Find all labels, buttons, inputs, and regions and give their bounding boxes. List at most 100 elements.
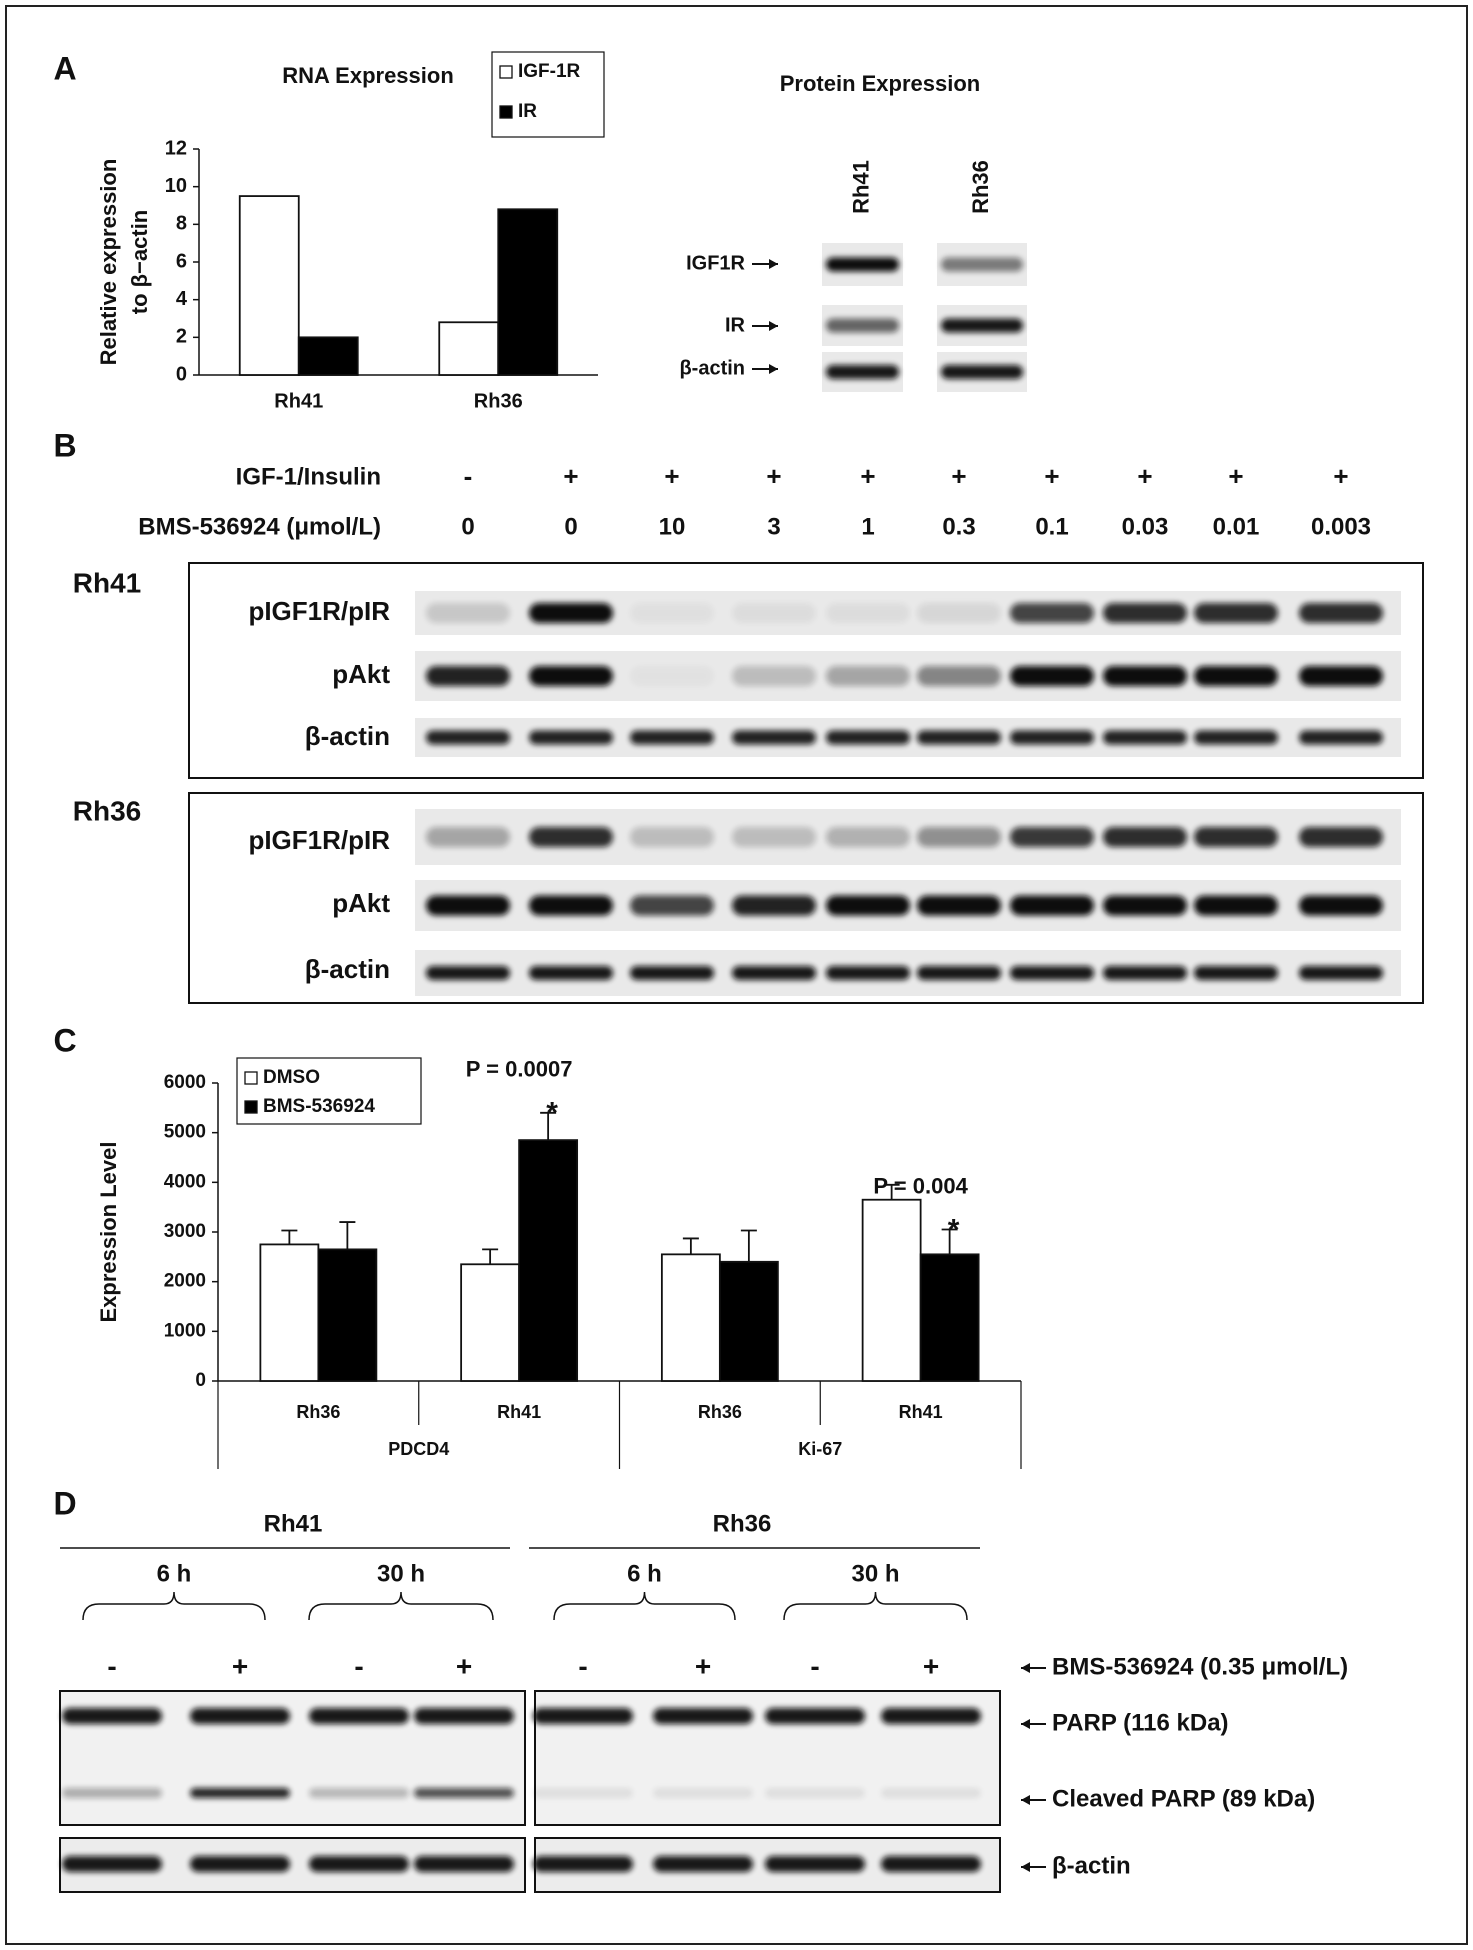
legend-label: IR [518,101,537,122]
group-label: PDCD4 [388,1439,449,1459]
blot-band [1194,603,1278,623]
dose-label: 0 [461,513,474,540]
blot-band [1194,827,1278,847]
blot-band [1194,666,1278,686]
blot-band [309,1708,409,1724]
blot-band [414,1788,514,1798]
arrow-head [769,321,778,331]
blot-band [1299,827,1383,847]
cell-line-label: Rh41 [264,1510,323,1537]
x-tick-label: Rh36 [296,1402,340,1422]
legend-box [236,1057,422,1125]
blot-band [941,365,1023,379]
cell-line-label: Rh36 [713,1510,772,1537]
blot-band [1103,827,1187,847]
treatment-sign: - [810,1650,819,1681]
blot-band [62,1708,162,1724]
blot-band [653,1856,753,1872]
legend-swatch [244,1100,258,1114]
treatment-sign: + [456,1650,472,1681]
blot-band [529,895,613,916]
panel-label: C [53,1022,76,1058]
y-tick-label: 4 [176,288,188,310]
y-axis-label: to β−actin [127,210,152,315]
y-tick-label: 4000 [164,1171,206,1192]
arrow-head [1021,1719,1030,1729]
blot-band [414,1856,514,1872]
error-bar [281,1229,298,1245]
blot-band [881,1788,981,1798]
dose-label: 1 [861,513,874,540]
legend-box [491,51,605,138]
brace [553,1591,736,1621]
blot-band [826,257,899,272]
arrow-head [769,259,778,269]
blot-band [765,1708,865,1724]
y-tick-label: 5000 [164,1122,206,1143]
blot-band [1194,966,1278,980]
blot-band [1010,603,1094,623]
blot-band [732,966,816,980]
blot-band [1299,603,1383,623]
x-tick-label: Rh41 [497,1402,541,1422]
blot-band [732,603,816,623]
band-label: pIGF1R/pIR [248,825,390,855]
bar [518,1139,579,1382]
treatment-sign: + [232,1650,248,1681]
blot-band [414,1708,514,1724]
dose-label: 0.1 [1035,513,1068,540]
x-tick-label: Rh36 [474,390,523,412]
figure-border [5,5,1468,1945]
blot-band [1010,895,1094,916]
bar [297,336,359,376]
blot-band [917,666,1001,686]
treatment-sign: + [664,461,679,491]
time-label: 6 h [157,1560,192,1587]
bar [919,1253,980,1382]
bar [259,1243,320,1382]
dose-label: 0 [564,513,577,540]
blot-band [826,966,910,980]
error-bar [482,1248,499,1265]
blot-band [529,603,613,623]
treatment-sign: + [1228,461,1243,491]
blot-band [533,1708,633,1724]
blot-band [309,1788,409,1798]
treatment-sign: + [951,461,966,491]
dose-label: 10 [659,513,686,540]
dose-label: 0.01 [1213,513,1260,540]
treatment-sign: + [1137,461,1152,491]
y-tick-label: 2000 [164,1271,206,1292]
y-tick-label: 1000 [164,1320,206,1341]
y-tick-label: 6 [176,250,187,272]
blot-band [426,603,510,623]
dose-label: 0.03 [1122,513,1169,540]
band-label: IGF1R [686,252,745,274]
blot-band [917,895,1001,916]
blot-title: Protein Expression [780,71,981,96]
blot-band [1103,895,1187,916]
blot-band [826,827,910,847]
panel-label: A [53,50,76,86]
blot-band [653,1788,753,1798]
blot-band [630,895,714,916]
x-tick-label: Rh41 [899,1402,943,1422]
band-label: pAkt [332,888,390,918]
band-label: β-actin [305,954,390,984]
blot-band [1299,966,1383,980]
brace [308,1591,494,1621]
blot-band [630,827,714,847]
blot-band [533,1856,633,1872]
blot-band [826,603,910,623]
band-label: IR [725,314,746,336]
y-tick-label: 8 [176,213,187,235]
blot-band [190,1788,290,1798]
blot-band [426,966,510,980]
x-tick-label: Rh36 [698,1402,742,1422]
band-label: Cleaved PARP (89 kDa) [1052,1785,1315,1812]
dose-label: 0.3 [942,513,975,540]
blot-band [826,318,899,333]
y-tick-label: 0 [176,363,187,385]
blot-band [62,1788,162,1798]
blot-frame [188,792,1424,1004]
